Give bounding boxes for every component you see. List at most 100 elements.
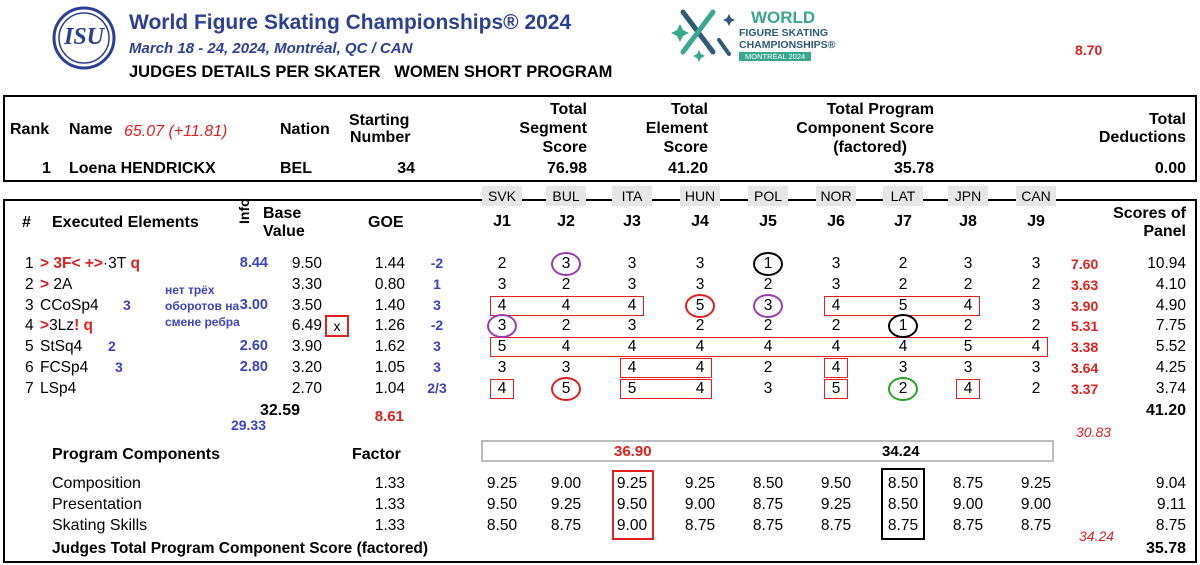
judge-country-4: HUN xyxy=(680,186,720,206)
element-blue-info: 2.80 xyxy=(239,359,268,375)
highlight-box xyxy=(824,378,848,399)
element-goe-annotation: 2/3 xyxy=(427,379,447,396)
summary-bottom-border xyxy=(3,180,1197,182)
judge-score-j4: 3 xyxy=(695,255,705,272)
elements-left-border xyxy=(3,199,5,563)
element-base-value: 6.49 xyxy=(291,317,322,335)
highlight-box xyxy=(490,378,514,399)
header-deductions-2: Deductions xyxy=(1098,129,1186,146)
isu-logo: ISU xyxy=(52,6,116,70)
event-logo-line2: FIGURE SKATING xyxy=(739,27,829,39)
element-name: FCSp4 xyxy=(40,359,89,376)
element-prefix-mark: > xyxy=(40,317,50,335)
event-dates: March 18 - 24, 2024, Montréal, QC / CAN xyxy=(129,40,413,57)
element-name-cell: > 2A xyxy=(40,276,72,294)
highlight-circle xyxy=(551,252,581,276)
sparkle-icon xyxy=(671,9,735,62)
header-goe: GOE xyxy=(368,214,404,231)
judge-score-j3: 5 xyxy=(627,379,637,397)
highlight-box xyxy=(620,358,712,378)
judge-country-5: POL xyxy=(748,186,788,206)
element-goe-annotation: -2 xyxy=(430,317,444,334)
judge-country-7: LAT xyxy=(883,186,923,206)
skater-rank: 1 xyxy=(42,160,51,177)
judge-country-8: JPN xyxy=(948,186,988,206)
judge-score-j6: 3 xyxy=(831,275,841,293)
element-name: StSq4 xyxy=(40,338,83,356)
pc-score-j6: 9.50 xyxy=(820,475,852,492)
pc-factor: 1.33 xyxy=(374,475,405,492)
isu-logo-icon xyxy=(52,6,116,70)
element-prefix-mark: > 3F< xyxy=(40,255,85,272)
header-pcs-1: Total Program xyxy=(826,101,934,118)
header-info: Info xyxy=(236,198,252,224)
element-name-cell: LSp4 xyxy=(40,380,76,398)
element-base-value: 3.20 xyxy=(291,359,322,376)
report-title: JUDGES DETAILS PER SKATER WOMEN SHORT PR… xyxy=(129,63,613,81)
header-tes-1: Total xyxy=(670,101,708,118)
element-number: 5 xyxy=(25,338,34,356)
skater-nation: BEL xyxy=(280,160,312,177)
element-panel-score: 4.25 xyxy=(1155,359,1186,376)
pc-score-j4: 9.25 xyxy=(684,475,716,492)
element-red-annotation: 3.63 xyxy=(1071,276,1099,293)
skater-name: Loena HENDRICKX xyxy=(69,160,216,177)
element-goe: 1.04 xyxy=(374,379,405,397)
totals-goe: 8.61 xyxy=(374,408,404,425)
russian-note-1: нет трёх xyxy=(165,283,215,297)
judge-score-j9: 2 xyxy=(1031,275,1041,293)
pc-factor: 1.33 xyxy=(374,516,405,534)
totals-blue-annotation: 29.33 xyxy=(230,417,266,433)
isu-logo-text: ISU xyxy=(63,24,105,50)
judge-score-j1: 3 xyxy=(497,275,507,293)
judge-score-j7: 3 xyxy=(898,359,908,376)
pc-score-j4: 8.75 xyxy=(684,516,716,534)
element-red-annotation: 3.38 xyxy=(1071,339,1099,356)
pc-score-j2: 9.00 xyxy=(550,475,582,492)
judge-score-j9: 3 xyxy=(1031,359,1041,376)
event-logo-line4: MONTRÉAL 2024 xyxy=(739,52,812,61)
element-panel-score: 4.10 xyxy=(1155,275,1186,293)
pc-name: Skating Skills xyxy=(52,516,148,534)
pc-score-j5: 8.75 xyxy=(752,495,784,513)
pc-score-j2: 9.25 xyxy=(550,495,582,513)
elements-top-border xyxy=(3,199,1197,201)
pc-score-j3: 9.50 xyxy=(616,495,648,513)
judge-score-j2: 2 xyxy=(561,317,571,335)
highlight-box xyxy=(490,337,1048,358)
judge-label-8: J8 xyxy=(959,213,977,230)
judge-score-j3: 3 xyxy=(627,255,637,272)
element-number: 7 xyxy=(25,379,34,397)
element-red-annotation: 5.31 xyxy=(1071,318,1099,335)
judge-score-j9: 2 xyxy=(1031,317,1041,335)
judge-score-j1: 2 xyxy=(497,255,507,272)
judge-score-j3: 4 xyxy=(627,359,637,376)
judge-label-6: J6 xyxy=(827,213,845,230)
judge-score-j8: 2 xyxy=(963,275,973,293)
judge-label-1: J1 xyxy=(493,213,511,230)
element-red-annotation: 7.60 xyxy=(1071,256,1099,272)
event-logo: WORLD FIGURE SKATING CHAMPIONSHIPS® MONT… xyxy=(669,6,835,68)
judge-score-j8: 4 xyxy=(963,296,973,314)
judge-score-j1: 3 xyxy=(497,359,507,376)
skater-deductions: 0.00 xyxy=(1154,160,1186,177)
judge-score-j7: 5 xyxy=(898,296,908,314)
judge-score-j8: 2 xyxy=(963,317,973,335)
element-name: 3Lz xyxy=(49,317,75,335)
pc-score-j3: 9.00 xyxy=(616,516,648,534)
pc-score-j1: 9.25 xyxy=(486,475,518,492)
event-logo-line1: WORLD xyxy=(751,8,816,27)
pc-score-j5: 8.50 xyxy=(752,475,784,492)
highlight-circle xyxy=(551,376,581,401)
judge-country-3: ITA xyxy=(612,186,652,206)
judge-label-4: J4 xyxy=(691,213,709,230)
element-blue-info: 2.60 xyxy=(239,338,268,355)
totals-red-annotation: 30.83 xyxy=(1076,424,1112,440)
judge-score-j6: 2 xyxy=(831,317,841,335)
event-logo-line3: CHAMPIONSHIPS® xyxy=(739,39,836,51)
judge-score-j7: 2 xyxy=(898,275,908,293)
element-base-value: 2.70 xyxy=(291,379,322,397)
element-suffix-mark: q xyxy=(126,255,140,272)
judge-score-j6: 4 xyxy=(831,296,841,314)
judge-score-j8: 3 xyxy=(963,255,973,272)
